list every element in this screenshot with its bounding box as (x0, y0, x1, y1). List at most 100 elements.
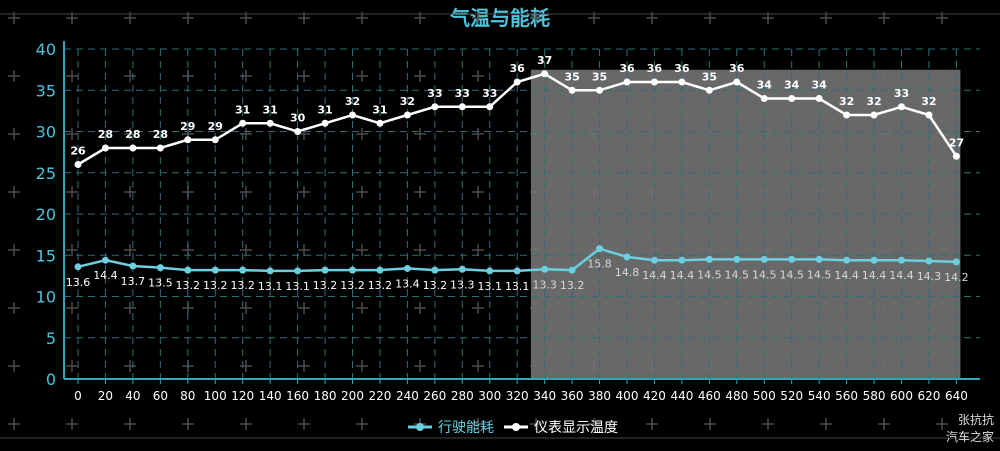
temperature-point (705, 86, 713, 94)
temperature-point (815, 95, 823, 102)
temperature-data-label: 33 (427, 87, 442, 100)
temperature-data-label: 32 (345, 95, 360, 108)
energy-point (74, 263, 82, 271)
x-tick-label: 40 (125, 389, 140, 403)
x-tick-label: 580 (863, 389, 886, 403)
energy-data-label: 13.1 (258, 280, 283, 293)
x-tick-label: 260 (423, 389, 446, 403)
energy-data-label: 14.5 (725, 268, 750, 281)
energy-point (733, 255, 741, 263)
bg-cross-mark (124, 244, 136, 256)
temperature-data-label: 32 (921, 95, 936, 108)
bg-cross-mark (356, 128, 368, 140)
energy-data-label: 14.5 (752, 268, 777, 281)
temperature-data-label: 31 (262, 103, 277, 116)
bg-cross-mark (240, 302, 252, 314)
temperature-data-label: 29 (208, 120, 223, 133)
bg-cross-mark (646, 418, 658, 430)
temperature-point (788, 95, 796, 102)
x-tick-label: 340 (533, 389, 556, 403)
bg-cross-mark (66, 70, 78, 82)
bg-cross-mark (8, 360, 20, 372)
bg-cross-mark (8, 70, 20, 82)
energy-point (431, 266, 439, 274)
x-tick-label: 220 (368, 389, 391, 403)
bg-cross-mark (8, 244, 20, 256)
y-tick-label: 40 (36, 40, 56, 59)
energy-data-label: 13.4 (395, 277, 420, 290)
bg-cross-mark (298, 186, 310, 198)
x-tick-label: 160 (286, 389, 309, 403)
energy-data-label: 14.4 (889, 269, 914, 282)
temperature-point (486, 103, 494, 111)
x-tick-label: 100 (204, 389, 227, 403)
temperature-data-label: 37 (537, 54, 552, 67)
bg-cross-mark (820, 418, 832, 430)
temperature-point (678, 78, 686, 86)
bg-cross-mark (124, 186, 136, 198)
legend-swatch-dot (416, 423, 424, 431)
bg-cross-mark (878, 418, 890, 430)
temperature-data-label: 27 (949, 136, 964, 149)
energy-data-label: 15.8 (587, 258, 612, 271)
energy-data-label: 13.2 (313, 279, 338, 292)
temperature-data-label: 34 (811, 79, 827, 92)
energy-data-label: 14.2 (944, 271, 969, 284)
x-tick-label: 560 (835, 389, 858, 403)
temperature-data-label: 34 (784, 79, 800, 92)
y-tick-label: 30 (36, 123, 56, 142)
energy-data-label: 13.1 (285, 280, 310, 293)
legend-temperature-label: 仪表显示温度 (534, 420, 618, 436)
energy-point (184, 266, 192, 274)
energy-point (568, 266, 576, 274)
energy-point (870, 256, 878, 264)
energy-point (211, 266, 219, 274)
temperature-data-label: 36 (510, 62, 526, 75)
x-tick-label: 120 (231, 389, 254, 403)
bg-cross-mark (704, 418, 716, 430)
y-tick-label: 15 (36, 246, 56, 265)
bg-cross-mark (414, 360, 426, 372)
bg-cross-mark (124, 128, 136, 140)
x-tick-label: 380 (588, 389, 611, 403)
energy-point (952, 258, 960, 266)
x-tick-label: 60 (153, 389, 168, 403)
bg-cross-mark (762, 418, 774, 430)
energy-data-label: 14.4 (862, 269, 887, 282)
temperature-data-label: 32 (400, 95, 415, 108)
x-tick-label: 400 (616, 389, 639, 403)
x-tick-label: 620 (917, 389, 940, 403)
bg-cross-mark (240, 360, 252, 372)
bg-cross-mark (588, 418, 600, 430)
bg-cross-mark (8, 186, 20, 198)
energy-point (898, 256, 905, 264)
bg-cross-mark (298, 418, 310, 430)
temperature-point (129, 144, 137, 152)
bg-cross-mark (472, 186, 484, 198)
y-tick-label: 20 (36, 205, 56, 224)
energy-data-label: 14.5 (779, 268, 804, 281)
legend-energy-label: 行驶能耗 (438, 420, 494, 436)
energy-data-label: 13.7 (121, 275, 146, 288)
bg-cross-mark (298, 302, 310, 314)
x-tick-label: 180 (314, 389, 337, 403)
energy-data-label: 13.2 (230, 279, 255, 292)
energy-point (705, 255, 713, 263)
energy-point (376, 266, 384, 274)
temperature-point (349, 111, 356, 119)
bg-cross-mark (356, 186, 368, 198)
energy-point (815, 255, 823, 263)
x-tick-label: 20 (98, 389, 113, 403)
bg-cross-mark (8, 302, 20, 314)
bg-cross-mark (66, 302, 78, 314)
energy-point (266, 267, 274, 275)
temperature-data-label: 28 (125, 128, 140, 141)
bg-cross-mark (414, 302, 426, 314)
temperature-point (952, 152, 960, 160)
x-tick-label: 460 (698, 389, 721, 403)
temperature-data-label: 35 (702, 70, 717, 83)
bg-cross-mark (472, 418, 484, 430)
energy-point (239, 266, 247, 274)
bg-cross-mark (530, 418, 542, 430)
